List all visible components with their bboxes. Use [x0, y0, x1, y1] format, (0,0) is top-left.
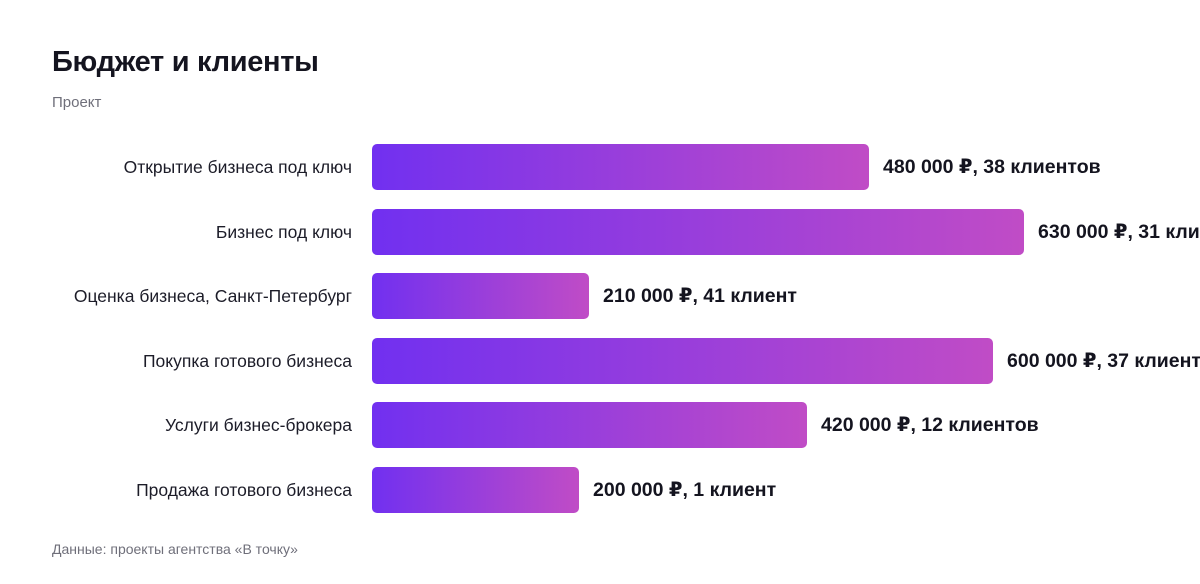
bar	[372, 338, 993, 384]
bar	[372, 209, 1024, 255]
bar-value-label: 600 000 ₽, 37 клиентов	[1007, 350, 1200, 372]
chart-title: Бюджет и клиенты	[52, 46, 319, 78]
category-label: Оценка бизнеса, Санкт-Петербург	[73, 286, 352, 306]
bar-value-label: 210 000 ₽, 41 клиент	[603, 285, 797, 307]
category-label: Открытие бизнеса под ключ	[123, 157, 352, 177]
chart-footer-source: Данные: проекты агентства «В точку»	[52, 541, 298, 557]
bar-value-label: 420 000 ₽, 12 клиентов	[821, 414, 1039, 436]
bar-value-label: 200 000 ₽, 1 клиент	[593, 479, 777, 501]
bar	[372, 402, 807, 448]
bar-value-label: 480 000 ₽, 38 клиентов	[883, 156, 1101, 178]
category-label: Бизнес под ключ	[215, 222, 352, 242]
bar	[372, 144, 869, 190]
category-label: Покупка готового бизнеса	[142, 351, 352, 371]
bar	[372, 467, 579, 513]
bar	[372, 273, 589, 319]
bar-value-label: 630 000 ₽, 31 клиент	[1038, 221, 1200, 243]
category-label: Продажа готового бизнеса	[136, 480, 352, 500]
chart-subtitle: Проект	[52, 94, 102, 111]
category-label: Услуги бизнес-брокера	[164, 415, 352, 435]
